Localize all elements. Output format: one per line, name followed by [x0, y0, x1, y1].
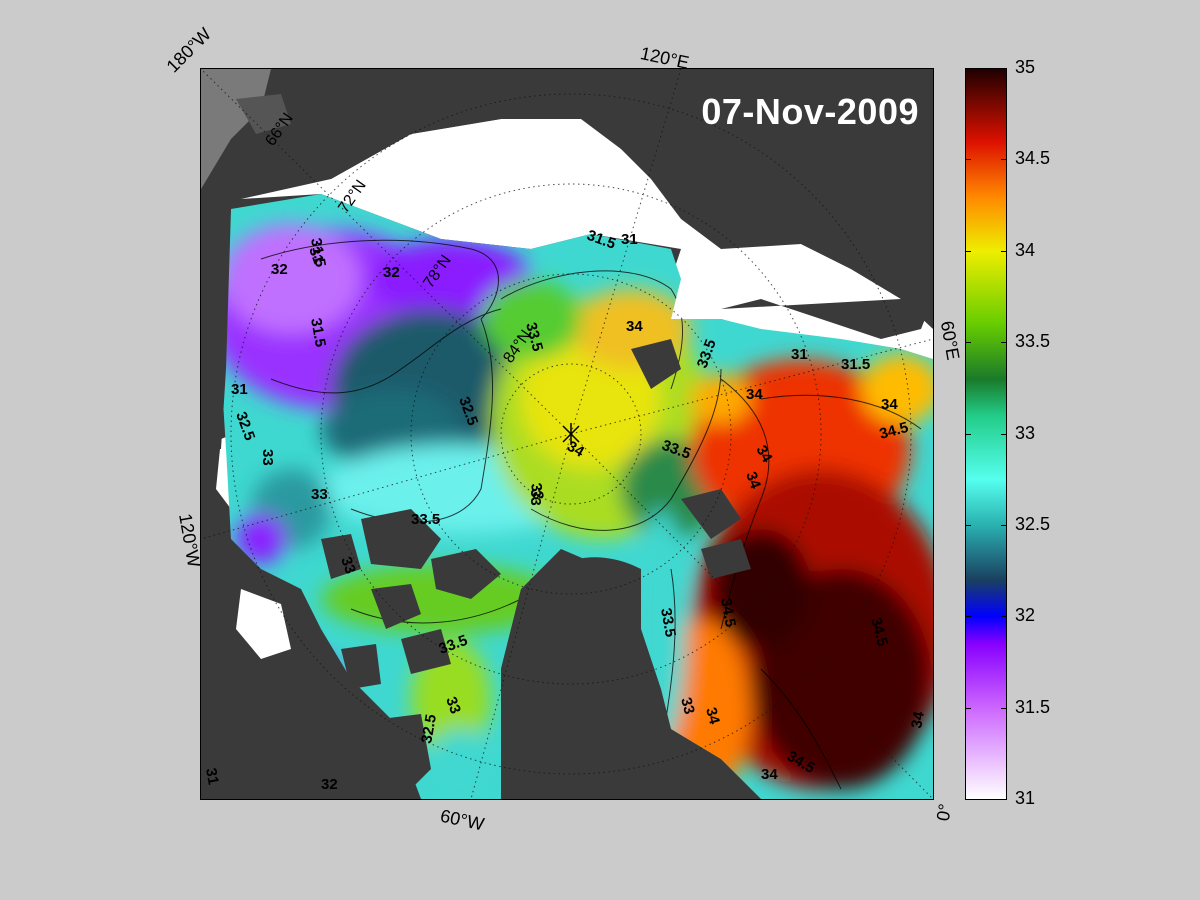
contour-label: 32: [271, 261, 288, 278]
contour-label: 31: [202, 767, 222, 786]
contour-label: 33: [337, 555, 359, 576]
edge-label-0: 0°: [932, 802, 956, 823]
contour-label: 34: [761, 766, 778, 783]
colorbar-tick-mark: [965, 159, 971, 161]
colorbar-tick-mark: [1001, 707, 1007, 709]
colorbar-tick-label: 35: [1015, 57, 1036, 77]
contour-label: 31: [231, 381, 248, 398]
colorbar-tick-mark: [1001, 342, 1007, 344]
date-label: 07-Nov-2009: [701, 91, 919, 132]
colorbar-tick-label: 32: [1015, 605, 1036, 626]
sea-ice-patch: [236, 589, 291, 659]
contour-label: 34: [881, 396, 898, 413]
contour-label: 32: [383, 264, 400, 281]
contour-label: 34.5: [878, 419, 911, 443]
graticule: [201, 69, 933, 799]
contour-label: 33.5: [657, 607, 679, 639]
eurasia-land: [651, 69, 933, 339]
contour-label: 31: [305, 245, 327, 266]
colorbar-tick-label: 32.5: [1015, 513, 1051, 534]
salinity-field: [221, 194, 933, 799]
contour-label: 31.5: [307, 237, 329, 269]
colorbar-tick-mark: [1001, 616, 1007, 618]
siberia-land: [331, 69, 761, 179]
contour-label: 31.5: [307, 317, 329, 349]
contour-label: 31: [621, 231, 638, 248]
contour-label: 34.5: [717, 597, 739, 629]
colorbar-tick-mark: [965, 524, 971, 526]
contour-label: 32.5: [418, 713, 440, 745]
colorbar-tick-label: 33: [1015, 422, 1036, 443]
colorbar-tick-label: 31: [1015, 788, 1036, 808]
contour-label: 31: [791, 346, 808, 363]
colorbar-tick-mark: [1001, 159, 1007, 161]
contour-label: 34: [908, 710, 928, 730]
edge-label-60e: 60°E: [936, 319, 964, 362]
colorbar-tick-mark: [965, 616, 971, 618]
colorbar-tick-label: 34: [1015, 239, 1036, 260]
contour-label: 33: [311, 486, 328, 503]
colorbar-tick-label: 33.5: [1015, 331, 1051, 352]
contour-label: 33: [442, 695, 464, 716]
colorbar-tick-mark: [1001, 433, 1007, 435]
colorbar-tick-mark: [965, 342, 971, 344]
colorbar-tick-mark: [965, 68, 971, 69]
contour-label: 33.5: [522, 321, 546, 354]
contour-label: 34: [626, 318, 643, 335]
colorbar-tick-label: 34.5: [1015, 148, 1051, 169]
north-pole-marker: [562, 423, 580, 445]
contour-label: 34: [753, 443, 776, 467]
contour-value-labels: 31 31.5 32 31.5 32 32.5 33.5 33 34 34 33…: [202, 227, 928, 793]
contour-label: 33: [677, 696, 698, 717]
contour-label: 34: [564, 438, 588, 461]
edge-label-60w: 60°W: [438, 805, 486, 835]
contour-label: 32: [321, 776, 338, 793]
colorbar-tick-mark: [965, 250, 971, 252]
contour-label: 34: [746, 386, 763, 403]
contour-label: 34: [742, 470, 764, 492]
map-canvas: 66°N 72°N 78°N 84°N 31 31.5 32 31.5 32 3…: [201, 69, 933, 799]
colorbar-tick-mark: [965, 433, 971, 435]
colorbar-tick-mark: [1001, 250, 1007, 252]
colorbar-tick-label: 31.5: [1015, 696, 1051, 717]
contour-label: 31.5: [841, 356, 870, 373]
contour-label: 34.5: [867, 616, 891, 649]
colorbar-tick-mark: [1001, 524, 1007, 526]
map-panel: 66°N 72°N 78°N 84°N 31 31.5 32 31.5 32 3…: [200, 68, 934, 800]
colorbar-tick-mark: [1001, 68, 1007, 69]
land-patch: [236, 94, 291, 134]
colorbar-tick-mark: [965, 799, 971, 800]
contour-label: 33: [527, 489, 544, 506]
greenland-land: [501, 557, 761, 799]
landmasses: [201, 69, 933, 799]
colorbar-tick-mark: [965, 707, 971, 709]
contour-label: 34: [702, 706, 723, 727]
contour-label: 33: [527, 482, 547, 501]
contour-label: 33: [259, 449, 276, 466]
colorbar-tick-mark: [1001, 799, 1007, 800]
contour-label: 33.5: [411, 511, 440, 528]
